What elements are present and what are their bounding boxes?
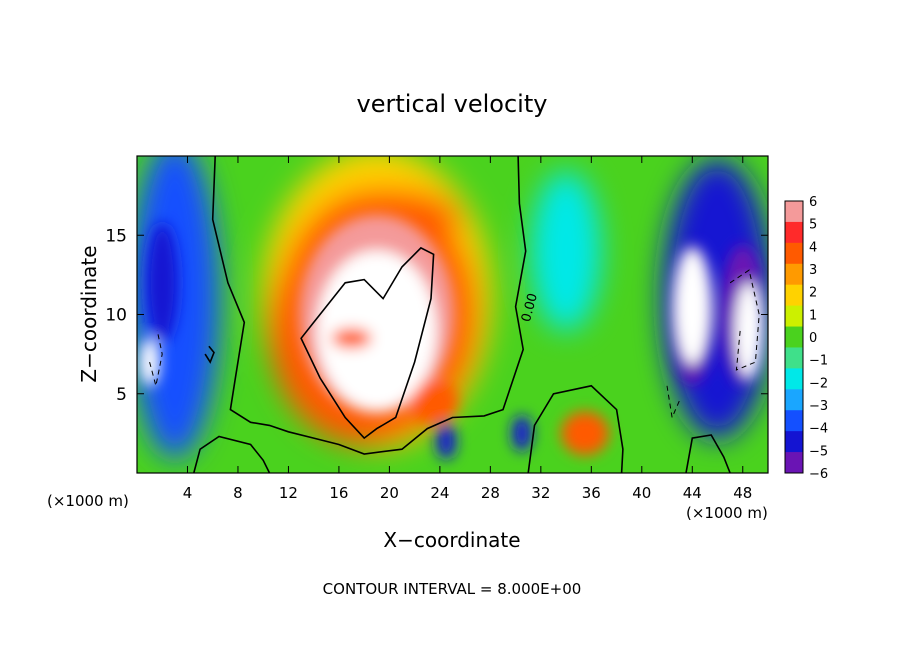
y-tick-label: 5 [116,385,127,405]
plot-area [137,156,768,473]
field-layers [137,156,768,460]
colorbar-label: −1 [809,354,828,369]
colorbar: 6 5 4 3 2 1 0 −1 −2 −3 −4 −5 −6 [784,195,828,482]
colorbar-label: −5 [809,444,828,459]
field-feature-updraft [409,379,458,424]
contour-label: 0.00 [519,292,541,324]
x-tick-label: 40 [632,484,651,502]
colorbar-frame [784,200,804,474]
zero-contour-small-loop [204,345,215,364]
colorbar-label: −6 [809,467,828,482]
x-tick-label: 12 [279,484,298,502]
field-core-streak [331,328,372,349]
zero-contour-lower-mid [527,384,624,473]
field-saturated-region [139,338,160,387]
colorbar-label: −3 [809,399,828,414]
colorbar-swatch [785,410,803,432]
colorbar-label: 1 [809,308,817,323]
x-tick-label: 8 [233,484,243,502]
y-axis-label: Z−coordinate [77,245,101,382]
dashed-contour-left [149,330,163,386]
colorbar-label: 2 [809,286,817,301]
x-tick-label: 24 [430,484,449,502]
colorbar-swatch [785,452,803,474]
zero-contour-lower-right [685,434,731,473]
colorbar-label: 6 [809,195,817,210]
field-saturated-region [735,282,764,379]
inner-contour-core [300,246,435,440]
x-tick-label: 20 [380,484,399,502]
y-axis-ticks: 5 10 15 [105,226,768,405]
colorbar-swatch [785,431,803,453]
colorbar-label: 0 [809,331,817,346]
colorbar-label: 4 [809,240,817,255]
colorbar-label: 3 [809,263,817,278]
y-tick-label: 10 [105,306,127,326]
x-tick-label: 48 [733,484,752,502]
colorbar-swatch [785,305,803,328]
dashed-contour-right [729,269,760,371]
colorbar-swatch [785,284,803,307]
x-tick-label: 36 [582,484,601,502]
dashed-contour-right-small [666,385,681,420]
field-feature-updraft [561,411,610,456]
x-axis-ticks: 4 8 12 16 20 24 28 32 36 40 44 48 [183,156,752,502]
x-tick-label: 32 [531,484,550,502]
x-tick-label: 28 [481,484,500,502]
colorbar-swatch [785,347,803,369]
colorbar-label: −4 [809,422,828,437]
x-unit-right: (×1000 m) [686,504,768,522]
zero-contours [149,156,760,473]
x-tick-label: 44 [683,484,702,502]
colorbar-swatch [785,263,803,286]
field-feature-downdraft [436,423,457,460]
zero-contour-lower-left [193,435,271,473]
colorbar-swatch [785,201,803,223]
x-tick-label: 4 [183,484,193,502]
colorbar-swatch [785,221,803,244]
colorbar-swatch [785,389,803,411]
field-feature-downdraft [511,415,532,452]
chart-title: vertical velocity [357,90,548,118]
x-axis-label: X−coordinate [383,528,520,552]
x-unit-left: (×1000 m) [47,492,129,510]
colorbar-swatch [785,368,803,390]
colorbar-swatch [785,242,803,265]
colorbar-label: 5 [809,218,817,233]
x-tick-label: 16 [329,484,348,502]
colorbar-label: −2 [809,376,828,391]
field-weak-downdraft [531,171,602,332]
field-feature-downdraft [146,222,179,343]
field-saturated-region [316,250,437,411]
colorbar-swatch [785,326,803,348]
zero-contour-main [211,156,527,455]
contour-interval-note: CONTOUR INTERVAL = 8.000E+00 [323,580,582,598]
field-saturated-region [674,248,711,365]
y-tick-label: 15 [105,226,127,246]
